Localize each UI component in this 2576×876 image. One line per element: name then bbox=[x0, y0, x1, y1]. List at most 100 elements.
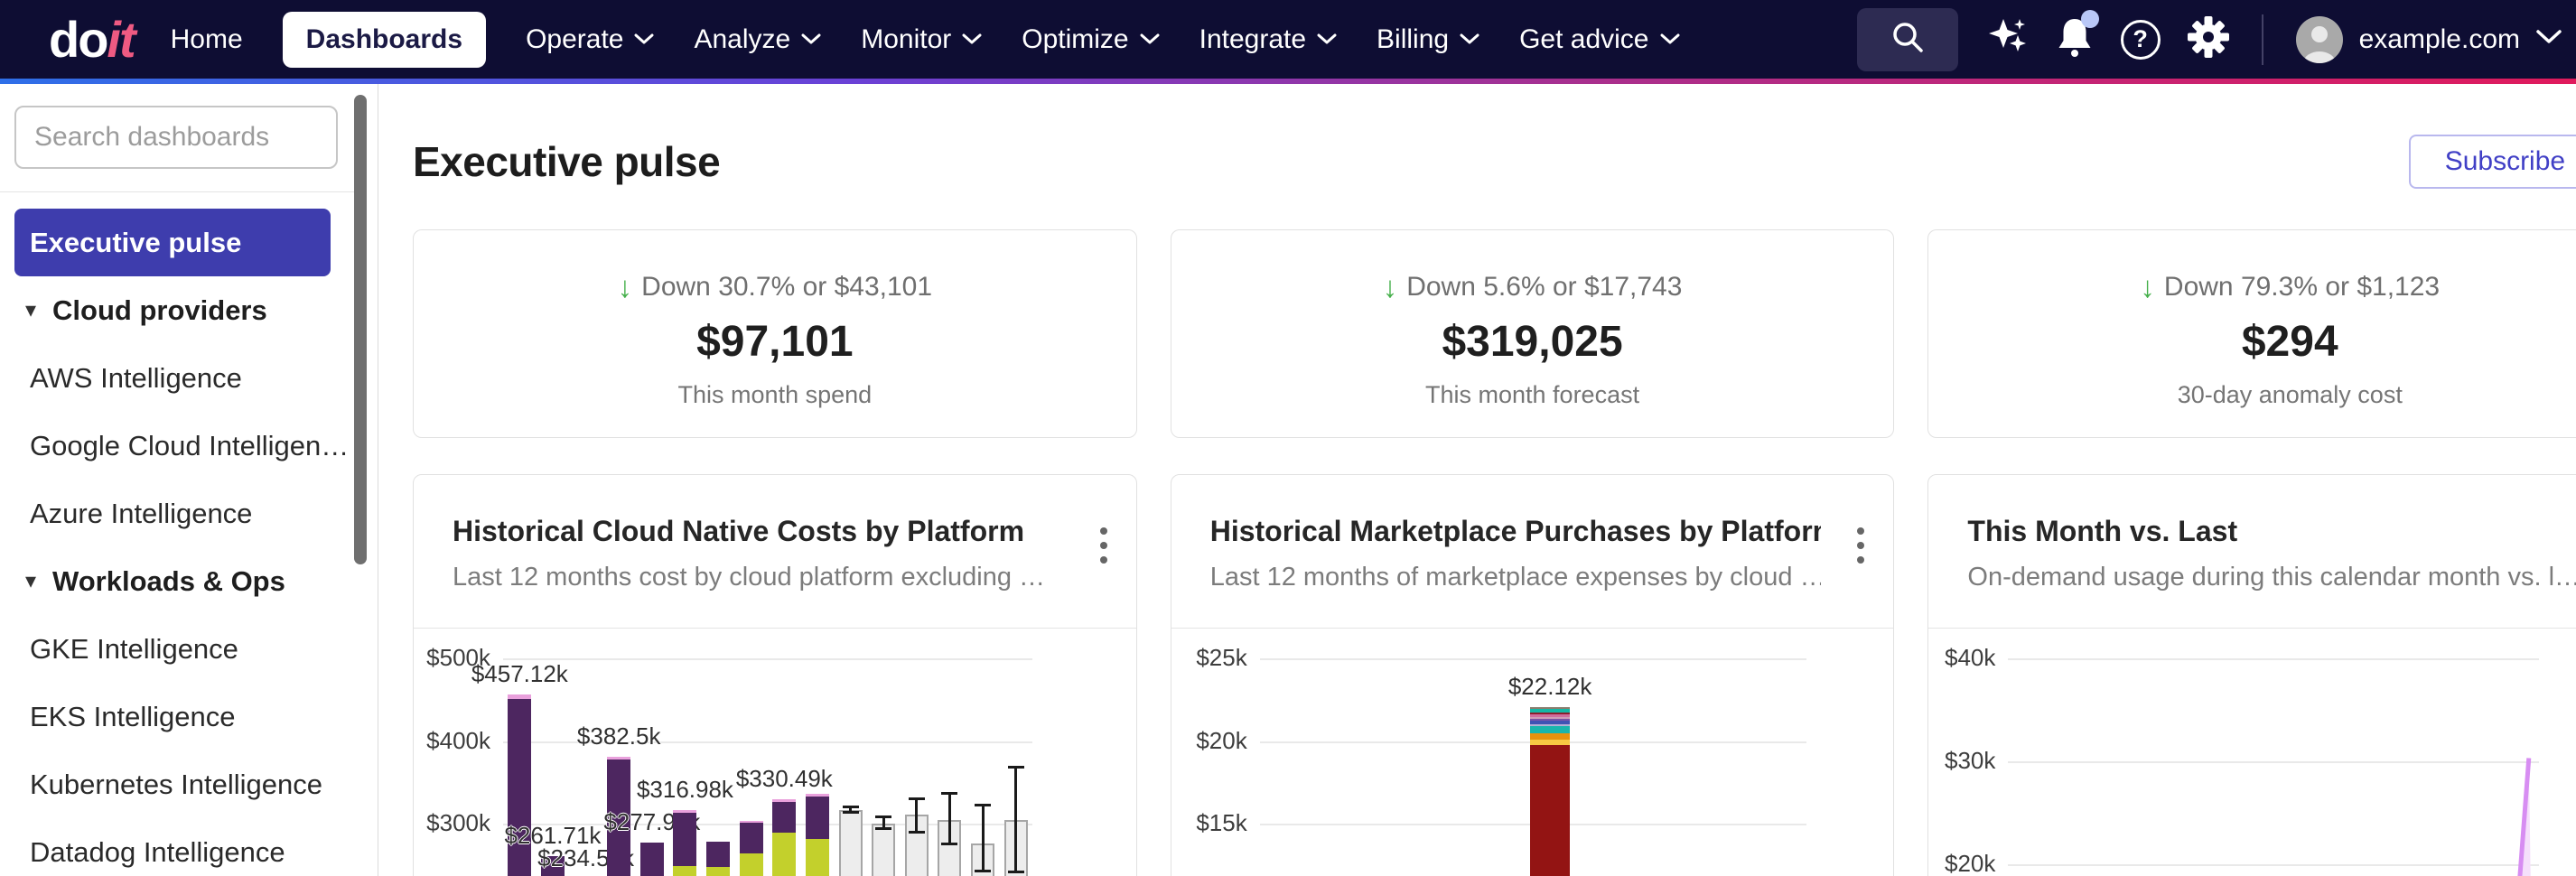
settings-gear-icon bbox=[2187, 16, 2229, 62]
bar-segment-pink bbox=[673, 810, 697, 814]
trend-down-arrow-icon: ↓ bbox=[1382, 270, 1398, 303]
search-button[interactable] bbox=[1856, 7, 1958, 71]
nav-item-home[interactable]: Home bbox=[171, 24, 243, 55]
chevron-down-icon bbox=[2536, 29, 2562, 50]
chart-plot-area: $500k $400k $300k $457.12k $261.71k $234.53k $… bbox=[414, 629, 1136, 876]
error-whisker bbox=[981, 805, 985, 871]
kebab-dot bbox=[1857, 542, 1865, 549]
bar-segment-teal bbox=[1530, 708, 1571, 713]
sidebar-item-google-cloud-intelligen[interactable]: Google Cloud Intelligen… bbox=[0, 412, 378, 480]
bar-value-label: $316.98k bbox=[636, 776, 733, 804]
nav-item-billing[interactable]: Billing bbox=[1377, 24, 1479, 55]
bar-segment-orange bbox=[1530, 732, 1571, 741]
nav-item-label: Dashboards bbox=[305, 23, 463, 54]
bar-segment-lime bbox=[739, 853, 763, 876]
bar-segment-lavender bbox=[1530, 723, 1571, 726]
sidebar-item-azure-intelligence[interactable]: Azure Intelligence bbox=[0, 480, 378, 547]
axis-tick-label: $20k bbox=[1945, 850, 1996, 876]
ai-assistant-button[interactable] bbox=[1985, 15, 2029, 63]
chart-subtitle: Last 12 months cost by cloud platform ex… bbox=[453, 563, 1046, 592]
sidebar-item-eks-intelligence[interactable]: EKS Intelligence bbox=[0, 683, 378, 750]
nav-item-integrate[interactable]: Integrate bbox=[1199, 24, 1337, 55]
stat-card-this-month-spend: ↓ Down 30.7% or $43,101 $97,101 This month … bbox=[413, 229, 1137, 438]
bar-segment-indigo bbox=[1530, 720, 1571, 724]
stat-label: This month spend bbox=[677, 381, 873, 408]
nav-item-analyze[interactable]: Analyze bbox=[694, 24, 821, 55]
axis-tick-label: $40k bbox=[1945, 644, 1996, 671]
kebab-dot bbox=[1099, 556, 1107, 564]
sidebar-section-label: Cloud providers bbox=[52, 294, 267, 326]
sidebar-section-workloads-ops[interactable]: ▾ Workloads & Ops bbox=[0, 547, 378, 615]
sidebar-item-kubernetes-intelligence[interactable]: Kubernetes Intelligence bbox=[0, 750, 378, 818]
nav-item-label: Analyze bbox=[694, 23, 791, 54]
sidebar-item-aws-intelligence[interactable]: AWS Intelligence bbox=[0, 344, 378, 412]
stat-value: $294 bbox=[2241, 318, 2338, 366]
bar-segment-purple bbox=[1530, 718, 1571, 721]
nav-item-label: Get advice bbox=[1519, 23, 1649, 54]
bar-segment-pink bbox=[607, 756, 631, 760]
chart-menu-kebab[interactable] bbox=[1097, 524, 1111, 567]
chart-subtitle: On-demand usage during this calendar mon… bbox=[1967, 563, 2576, 592]
help-button[interactable]: ? bbox=[2120, 19, 2161, 60]
sidebar: Executive pulse ▾ Cloud providers AWS Intel… bbox=[0, 84, 378, 876]
error-whisker-cap bbox=[842, 810, 859, 814]
axis-tick-label: $25k bbox=[1196, 644, 1247, 671]
nav-item-optimize[interactable]: Optimize bbox=[1022, 24, 1160, 55]
nav-item-monitor[interactable]: Monitor bbox=[861, 24, 982, 55]
error-whisker-cap bbox=[875, 827, 892, 831]
stat-delta: ↓ Down 79.3% or $1,123 bbox=[2140, 270, 2440, 304]
nav-item-operate[interactable]: Operate bbox=[526, 24, 654, 55]
notifications-button[interactable] bbox=[2056, 10, 2099, 61]
sidebar-item-label: Executive pulse bbox=[30, 226, 242, 258]
search-icon bbox=[1890, 19, 1926, 60]
chevron-down-icon bbox=[1317, 33, 1337, 45]
caret-down-icon: ▾ bbox=[25, 298, 37, 322]
subscribe-button[interactable]: Subscribe bbox=[2408, 135, 2576, 189]
grid-line bbox=[503, 658, 1032, 660]
bar-value-label: $382.5k bbox=[576, 722, 661, 750]
stat-value: $97,101 bbox=[696, 318, 854, 366]
nav-item-label: Home bbox=[170, 23, 243, 54]
bar-segment-pink bbox=[739, 821, 763, 824]
nav-item-dashboards[interactable]: Dashboards bbox=[282, 11, 487, 68]
bar-segment-lime bbox=[673, 865, 697, 876]
stat-delta: ↓ Down 30.7% or $43,101 bbox=[618, 270, 932, 304]
chart-title: This Month vs. Last bbox=[1967, 515, 2238, 547]
error-whisker bbox=[915, 798, 919, 833]
chart-title: Historical Marketplace Purchases by Plat… bbox=[1209, 515, 1822, 547]
stat-value: $319,025 bbox=[1442, 318, 1623, 366]
sidebar-item-label: Datadog Intelligence bbox=[30, 835, 285, 868]
error-whisker-cap bbox=[1007, 870, 1024, 873]
stat-label: This month forecast bbox=[1425, 381, 1640, 408]
sidebar-section-cloud-providers[interactable]: ▾ Cloud providers bbox=[0, 276, 378, 344]
error-whisker bbox=[1014, 767, 1018, 872]
search-dashboards-input[interactable] bbox=[14, 106, 338, 169]
stat-delta: ↓ Down 5.6% or $17,743 bbox=[1383, 270, 1683, 304]
chart-menu-kebab[interactable] bbox=[1853, 524, 1868, 567]
grid-line bbox=[2008, 864, 2540, 866]
chart-header-divider bbox=[1171, 628, 1894, 629]
doit-logo[interactable]: do it bbox=[49, 14, 136, 65]
bar-segment-purple bbox=[772, 802, 797, 834]
nav-item-get-advice[interactable]: Get advice bbox=[1519, 24, 1679, 55]
sidebar-item-label: AWS Intelligence bbox=[30, 361, 242, 394]
bar-segment-purple bbox=[706, 842, 731, 867]
grid-line bbox=[503, 824, 1032, 825]
account-menu[interactable]: example.com bbox=[2295, 15, 2562, 63]
error-whisker-cap bbox=[908, 797, 925, 801]
stat-delta-text: Down 30.7% or $43,101 bbox=[641, 272, 933, 302]
main-panel: Executive pulse Subscribe ↓ Down 30.7% or… bbox=[378, 84, 2576, 876]
sidebar-scrollbar-thumb[interactable] bbox=[354, 95, 367, 564]
sidebar-item-label: Google Cloud Intelligen… bbox=[30, 429, 350, 461]
nav-item-label: Operate bbox=[526, 23, 624, 54]
error-whisker bbox=[882, 816, 885, 829]
bar-value-label: $261.71k bbox=[504, 822, 602, 850]
bar-segment-lime bbox=[772, 833, 797, 876]
grid-line bbox=[2008, 761, 2540, 763]
sidebar-item-executive-pulse[interactable]: Executive pulse bbox=[14, 209, 331, 276]
stat-card-30-day-anomaly-cost: ↓ Down 79.3% or $1,123 $294 30-day anomaly … bbox=[1927, 229, 2576, 438]
sidebar-item-datadog-intelligence[interactable]: Datadog Intelligence bbox=[0, 818, 378, 876]
sidebar-item-gke-intelligence[interactable]: GKE Intelligence bbox=[0, 615, 378, 683]
bar-segment-taupe bbox=[1530, 706, 1571, 709]
settings-button[interactable] bbox=[2187, 16, 2229, 62]
